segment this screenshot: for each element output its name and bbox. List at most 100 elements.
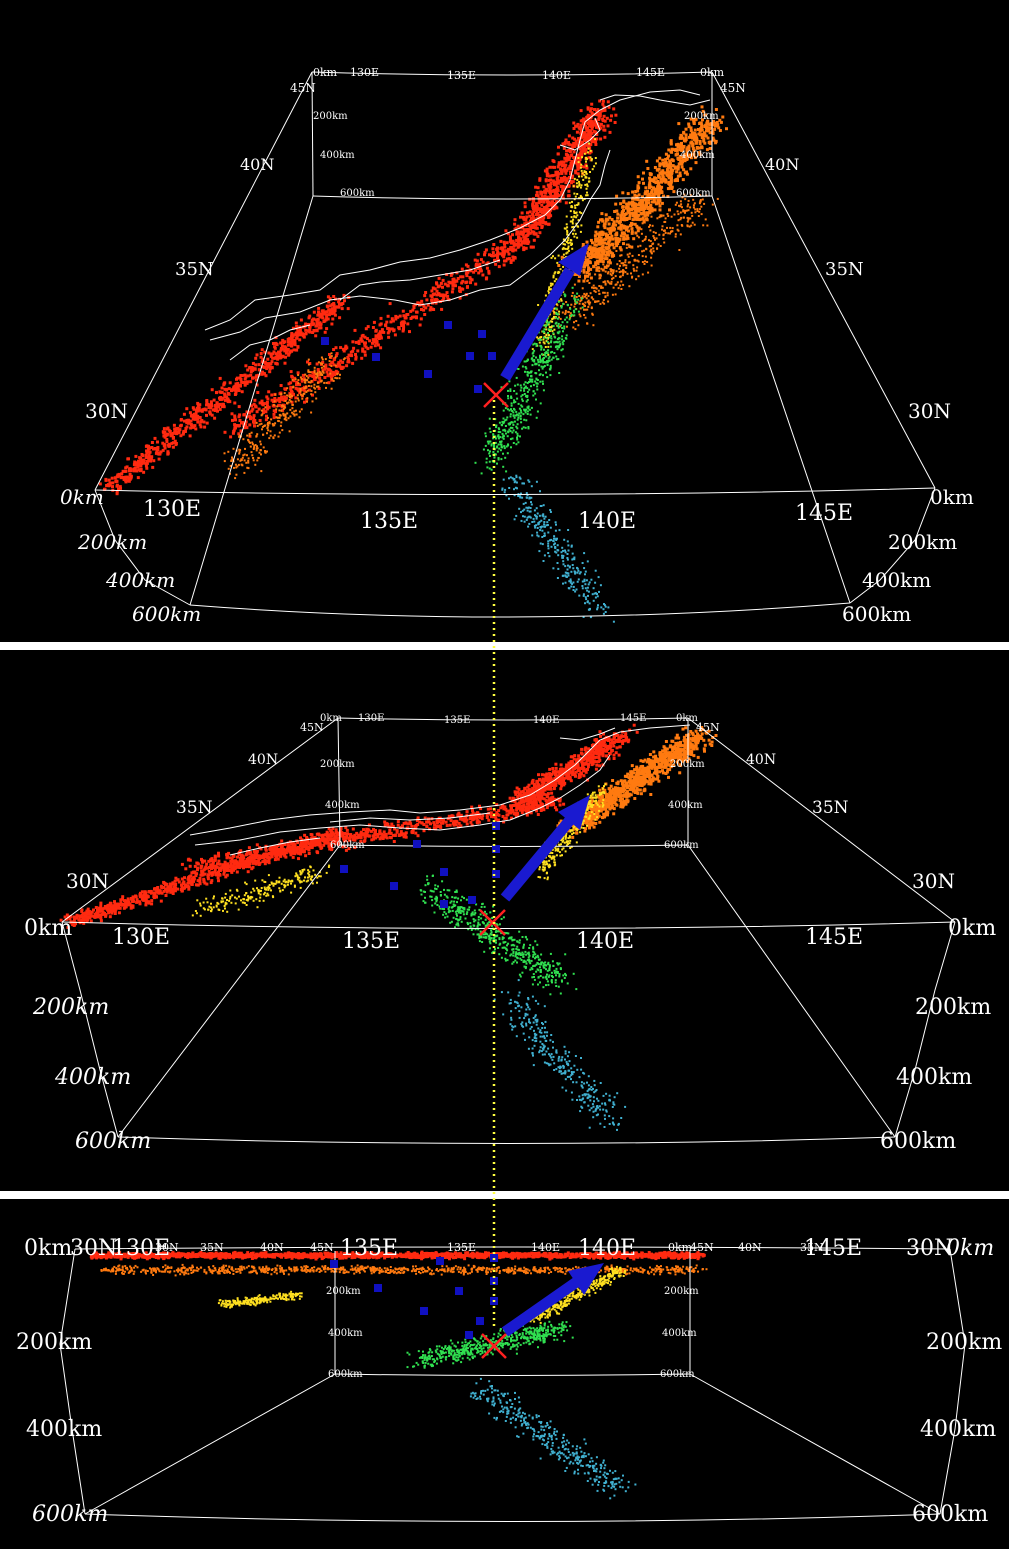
hypocenter-dot [279,424,282,427]
hypocenter-dot [648,239,650,242]
hypocenter-dot [586,322,589,325]
hypocenter-dot [325,386,327,389]
hypocenter-dot [257,368,261,372]
hypocenter-dot [548,321,551,324]
hypocenter-dot [682,145,686,148]
hypocenter-dot [535,209,539,213]
hypocenter-dot [680,165,684,169]
hypocenter-dot [583,552,586,555]
hypocenter-dot [711,203,714,206]
hypocenter-dot [519,477,522,480]
hypocenter-dot [584,587,587,590]
hypocenter-dot [451,283,455,287]
hypocenter-dot [516,436,518,439]
hypocenter-dot [286,387,289,390]
hypocenter-dot [548,355,551,358]
hypocenter-dot [718,129,722,132]
hypocenter-dot [520,395,523,398]
hypocenter-dot [287,353,291,357]
hypocenter-dot [567,310,570,313]
hypocenter-dot [564,574,567,577]
hypocenter-dot [279,397,283,401]
hypocenter-dot [75,913,79,917]
hypocenter-dot [546,323,549,326]
hypocenter-dot [554,205,558,209]
hypocenter-dot [262,446,265,449]
hypocenter-dot [584,148,588,152]
hypocenter-dot [602,114,606,118]
hypocenter-dot [692,153,696,157]
hypocenter-dot [466,264,470,268]
hypocenter-dot [528,210,532,214]
hypocenter-dot [505,257,509,261]
hypocenter-dot [502,478,505,481]
hypocenter-dot [530,374,533,377]
hypocenter-dot [699,199,702,201]
hypocenter-dot [215,402,219,406]
hypocenter-dot [330,322,334,326]
hypocenter-dot [218,376,222,380]
hypocenter-dot [539,336,542,339]
hypocenter-dot [593,289,596,292]
hypocenter-dot [502,263,506,267]
hypocenter-dot [390,317,394,321]
hypocenter-dot [461,275,465,279]
hypocenter-dot [113,900,116,904]
hypocenter-dot [534,380,537,383]
hypocenter-dot [279,347,283,350]
hypocenter-dot [540,203,544,207]
hypocenter-dot [539,354,541,357]
hypocenter-dot [286,343,290,347]
hypocenter-dot [578,147,582,151]
hypocenter-dot [582,270,586,274]
hypocenter-dot [316,375,319,378]
hypocenter-dot [418,301,422,305]
hypocenter-dot [517,235,521,239]
hypocenter-dot [570,239,573,242]
hypocenter-dot [528,381,530,383]
hypocenter-dot [507,395,509,397]
hypocenter-dot [290,332,294,335]
hypocenter-dot [523,393,526,395]
hypocenter-dot [536,186,540,190]
hypocenter-dot [673,213,676,216]
hypocenter-dot [580,297,583,300]
hypocenter-dot [584,135,588,138]
hypocenter-dot [553,280,556,283]
hypocenter-dot [298,410,301,413]
hypocenter-dot [608,243,611,247]
hypocenter-dot [531,359,534,362]
hypocenter-dot [539,358,542,361]
hypocenter-dot [435,289,439,293]
hypocenter-dot [608,259,611,261]
hypocenter-dot [676,142,680,146]
hypocenter-dot [570,216,573,219]
hypocenter-dot [587,266,591,270]
hypocenter-dot [522,228,526,232]
hypocenter-dot [433,287,437,291]
hypocenter-dot [679,200,682,203]
hypocenter-dot [684,138,688,142]
hypocenter-dot [703,202,706,205]
hypocenter-dot [528,388,531,391]
hypocenter-dot [578,572,581,575]
hypocenter-dot [659,245,662,247]
hypocenter-dot [294,400,297,403]
hypocenter-dot [439,281,443,285]
hypocenter-dot [223,392,227,396]
hypocenter-dot [503,428,506,431]
hypocenter-dot [553,341,556,344]
hypocenter-dot [514,400,517,403]
hypocenter-dot [239,378,243,381]
hypocenter-dot [510,246,514,249]
hypocenter-dot [441,298,445,302]
hypocenter-dot [642,219,646,223]
hypocenter-dot [219,396,223,399]
hypocenter-dot [306,400,308,403]
hypocenter-dot [525,215,529,219]
hypocenter-dot [531,364,534,367]
hypocenter-dot [538,178,542,182]
hypocenter-dot [598,259,602,263]
hypocenter-dot [616,212,620,216]
hypocenter-dot [266,423,269,426]
